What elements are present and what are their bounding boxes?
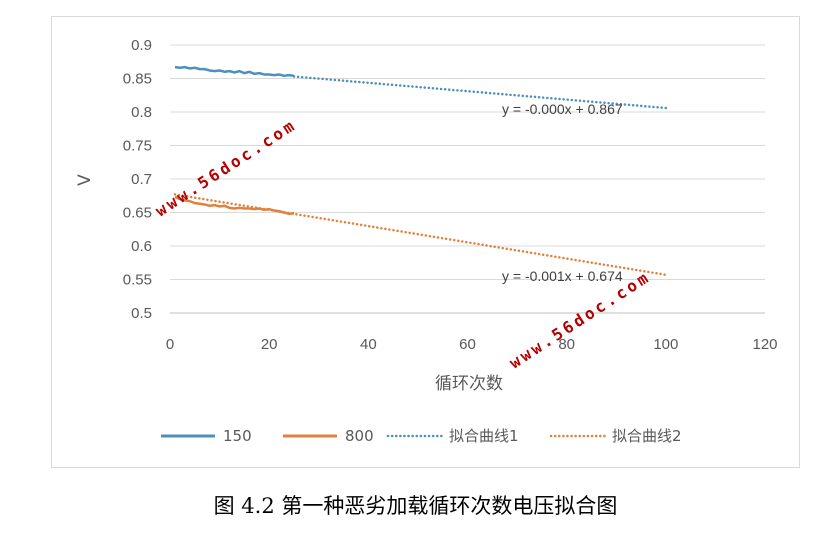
fit-equation-2: y = -0.001x + 0.674 — [502, 268, 623, 284]
y-tick-label: 0.65 — [123, 205, 152, 222]
series-line-1 — [174, 65, 295, 78]
series-line-4 — [173, 193, 668, 277]
x-tick-label: 120 — [752, 336, 777, 353]
watermark-1: www.56doc.com — [152, 115, 300, 220]
legend: 150 800 拟合曲线1 拟合曲线2 — [161, 427, 682, 445]
fit-equation-1: y = -0.000x + 0.867 — [502, 101, 623, 117]
y-tick-label: 0.85 — [123, 71, 152, 88]
series-line-2 — [174, 195, 295, 216]
y-tick-label: 0.55 — [123, 272, 152, 289]
legend-label-3: 拟合曲线1 — [449, 427, 519, 445]
x-tick-label: 60 — [459, 336, 476, 353]
y-tick-label: 0.6 — [131, 238, 152, 255]
x-tick-label: 100 — [653, 336, 678, 353]
x-tick-label: 0 — [166, 336, 174, 353]
grid-layer — [170, 44, 765, 314]
y-axis-title: V — [75, 174, 95, 186]
y-tick-label: 0.75 — [123, 138, 152, 155]
x-tick-label: 20 — [261, 336, 278, 353]
y-tick-label: 0.7 — [131, 171, 152, 188]
chart-svg: 0.5 0.55 0.6 0.65 0.7 0.75 0.8 0.85 0.9 0 20 40 60 80… — [75, 37, 778, 445]
series-line-3 — [292, 75, 668, 110]
legend-label-1: 150 — [223, 427, 252, 445]
tick-layer: 0.5 0.55 0.6 0.65 0.7 0.75 0.8 0.85 0.9 0 20 40 60 80… — [123, 37, 778, 353]
y-tick-label: 0.8 — [131, 104, 152, 121]
legend-label-4: 拟合曲线2 — [612, 427, 682, 445]
figure-caption: 图 4.2 第一种恶劣加载循环次数电压拟合图 — [213, 494, 618, 518]
chart-frame: 0.5 0.55 0.6 0.65 0.7 0.75 0.8 0.85 0.9 0 20 40 60 80… — [51, 16, 800, 468]
x-axis-title: 循环次数 — [435, 374, 503, 394]
legend-label-2: 800 — [345, 427, 374, 445]
series-layer — [173, 65, 668, 277]
y-tick-label: 0.9 — [131, 37, 152, 54]
y-tick-label: 0.5 — [131, 305, 152, 322]
x-tick-label: 40 — [360, 336, 377, 353]
x-tick-label: 80 — [558, 336, 575, 353]
